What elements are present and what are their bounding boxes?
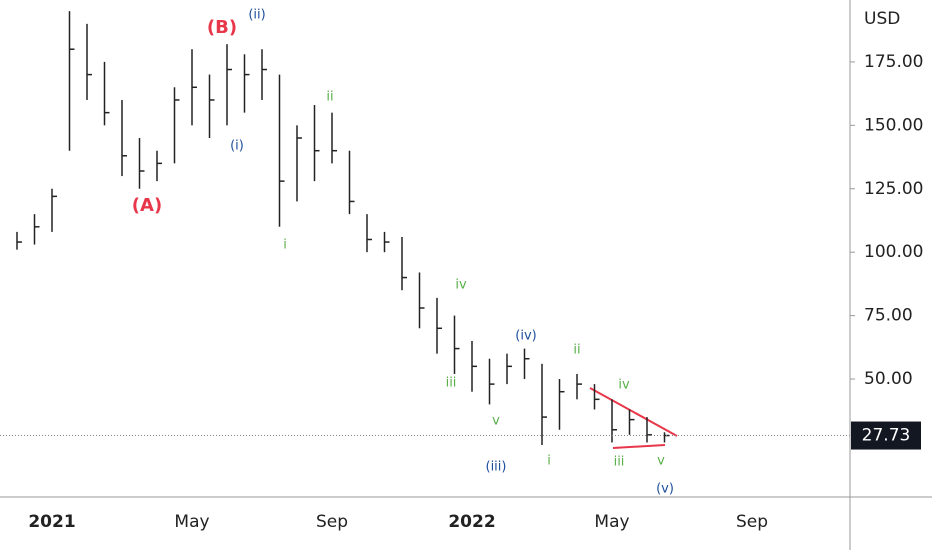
y-tick-label: 50.00 <box>864 369 913 389</box>
last-price-label: 27.73 <box>862 426 911 446</box>
y-tick-label: 100.00 <box>864 242 923 262</box>
y-tick-label: 125.00 <box>864 179 923 199</box>
y-tick-label: 150.00 <box>864 115 923 135</box>
x-tick-label: 2021 <box>28 512 75 532</box>
wave-label: iii <box>614 455 625 470</box>
wave-label: (A) <box>132 195 162 216</box>
trendline <box>589 387 678 437</box>
wave-label: (B) <box>207 17 237 38</box>
wave-label: (v) <box>656 482 674 497</box>
last-price-box <box>851 421 921 450</box>
y-tick-label: 75.00 <box>864 306 913 326</box>
wave-label: i <box>547 454 551 469</box>
trendline <box>612 444 666 449</box>
wave-label: iii <box>446 376 457 391</box>
x-tick-label: May <box>174 512 209 532</box>
wave-label: ii <box>326 90 333 105</box>
y-axis-unit: USD <box>864 9 900 29</box>
x-tick-label: May <box>594 512 629 532</box>
x-tick-label: Sep <box>736 512 768 532</box>
wave-label: v <box>657 454 665 469</box>
wave-label: i <box>283 238 287 253</box>
x-tick-label: Sep <box>316 512 348 532</box>
wave-label: v <box>492 414 500 429</box>
wave-label: (i) <box>230 139 244 154</box>
y-tick-label: 175.00 <box>864 52 923 72</box>
wave-label: (iv) <box>515 329 536 344</box>
wave-label: ii <box>573 343 580 358</box>
x-tick-label: 2022 <box>448 512 495 532</box>
wave-label: iv <box>618 378 630 393</box>
wave-label: (iii) <box>486 460 507 475</box>
wave-label: (ii) <box>248 8 265 23</box>
wave-label: iv <box>455 278 467 293</box>
